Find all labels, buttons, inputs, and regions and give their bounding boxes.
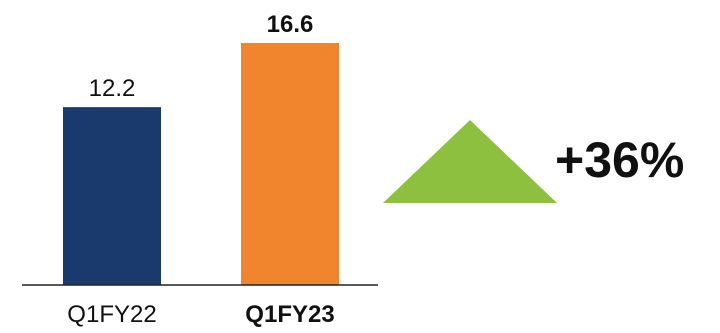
category-label-q1fy22: Q1FY22: [67, 301, 156, 328]
value-label-q1fy22: 12.2: [89, 75, 136, 102]
bars-layer: [63, 43, 339, 285]
bar-q1fy23: [241, 43, 339, 285]
category-label-q1fy23: Q1FY23: [245, 301, 334, 328]
up-triangle-icon: [383, 120, 557, 203]
bar-q1fy22: [63, 107, 161, 285]
labels-layer: 12.2 Q1FY22 16.6 Q1FY23: [67, 11, 334, 328]
value-label-q1fy23: 16.6: [267, 11, 314, 38]
growth-percentage: +36%: [555, 132, 684, 188]
